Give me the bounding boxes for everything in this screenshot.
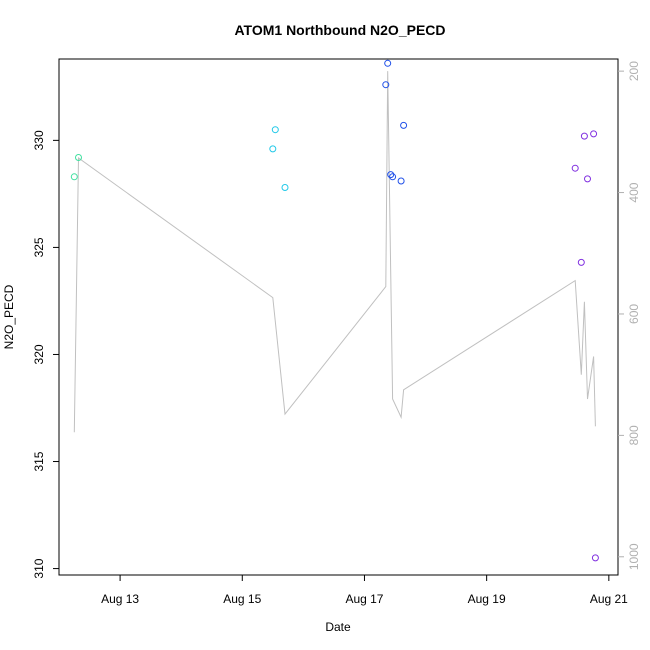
data-point (384, 59, 392, 67)
secondary-series-line (73, 71, 596, 433)
data-point (75, 154, 82, 161)
secondary-series-layer (73, 71, 596, 433)
y-axis-label: N2O_PECD (2, 284, 16, 349)
data-point (281, 184, 289, 191)
y2-tick-label: 800 (627, 425, 641, 445)
y2-tick-label: 600 (627, 304, 641, 324)
x-tick-label: Aug 19 (468, 592, 506, 606)
y-tick-label: 325 (32, 237, 46, 257)
data-point (389, 173, 397, 181)
x-tick-label: Aug 17 (345, 592, 383, 606)
x-axis: Aug 13 Aug 15 Aug 17 Aug 19 Aug 21 (101, 575, 628, 606)
y-tick-label: 310 (32, 558, 46, 578)
secondary-y-axis: 200 400 600 800 1000 (618, 61, 641, 570)
data-point (591, 554, 599, 562)
data-point (400, 121, 408, 129)
data-point (269, 145, 277, 153)
x-tick-label: Aug 15 (223, 592, 261, 606)
plot-frame (58, 58, 619, 576)
data-point (580, 132, 588, 140)
x-tick-label: Aug 13 (101, 592, 139, 606)
data-point (382, 81, 390, 89)
x-axis-label: Date (325, 620, 351, 634)
y2-tick-label: 1000 (627, 543, 641, 570)
data-point (590, 130, 598, 138)
y-tick-label: 330 (32, 130, 46, 150)
data-point (387, 171, 395, 179)
y-tick-label: 320 (32, 344, 46, 364)
data-point (397, 177, 405, 185)
x-tick-label: Aug 21 (590, 592, 628, 606)
points-layer (70, 59, 599, 562)
chart-title: ATOM1 Northbound N2O_PECD (234, 22, 445, 38)
y2-tick-label: 200 (627, 61, 641, 81)
data-point (584, 175, 591, 183)
data-point (70, 173, 78, 181)
data-point (571, 164, 579, 172)
y2-tick-label: 400 (627, 182, 641, 202)
data-point (577, 258, 585, 266)
y-axis: 310 315 320 325 330 (32, 130, 59, 579)
y-tick-label: 315 (32, 451, 46, 471)
data-point (271, 126, 279, 134)
